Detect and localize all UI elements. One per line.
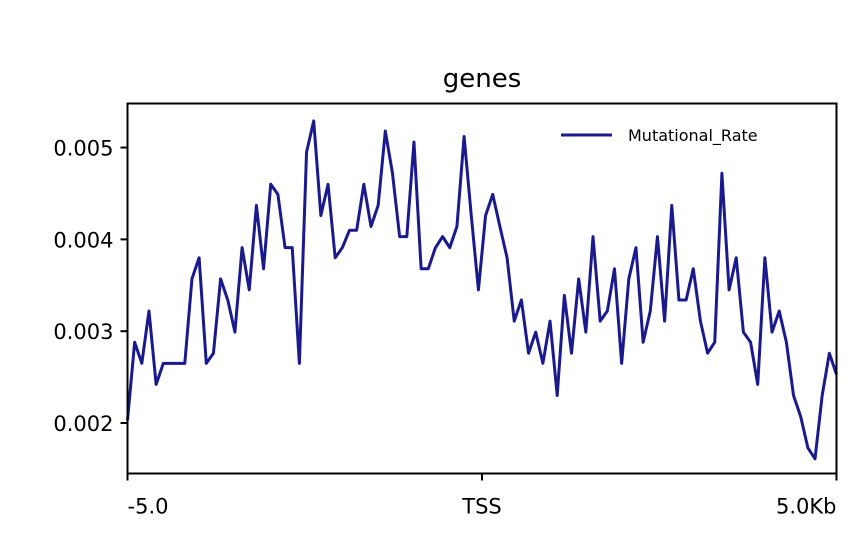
- plot-frame: [126, 102, 838, 475]
- legend: Mutational_Rate: [561, 126, 758, 146]
- y-tick-label: 0.005: [53, 137, 113, 161]
- y-tick-label: 0.004: [53, 228, 113, 252]
- x-tick-label: TSS: [461, 495, 502, 519]
- x-axis: -5.0 TSS 5.0Kb: [126, 473, 838, 519]
- series-layer: [126, 119, 838, 461]
- x-tick-label: -5.0: [128, 495, 169, 519]
- series-line-0: [126, 119, 838, 461]
- chart-title: genes: [443, 64, 522, 94]
- y-tick-label: 0.003: [53, 320, 113, 344]
- x-tick-label: 5.0Kb: [776, 495, 837, 519]
- y-axis: 0.002 0.003 0.004 0.005: [53, 137, 128, 436]
- legend-label: Mutational_Rate: [628, 126, 758, 146]
- y-tick-label: 0.002: [53, 412, 113, 436]
